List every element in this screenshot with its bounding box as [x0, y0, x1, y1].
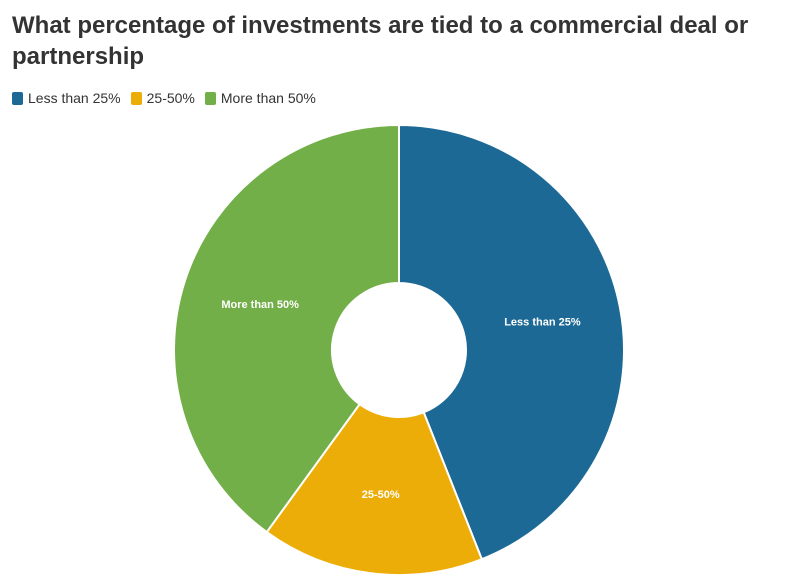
- legend-label-less-than-25: Less than 25%: [28, 90, 121, 106]
- legend-item-25-50[interactable]: 25-50%: [130, 90, 195, 106]
- slice-label-less-than-25: Less than 25%: [504, 317, 581, 329]
- slice-label-25-50: 25-50%: [362, 489, 400, 501]
- legend: Less than 25% 25-50% More than 50%: [12, 90, 326, 106]
- donut-slice-more-than-50[interactable]: [173, 124, 400, 534]
- donut-slice-less-than-25[interactable]: [398, 124, 625, 561]
- donut-slice-labels: Less than 25% 25-50% More than 50%: [221, 299, 581, 501]
- slice-label-more-than-50: More than 50%: [221, 299, 299, 311]
- donut-slices: [173, 124, 625, 575]
- legend-label-25-50: 25-50%: [146, 90, 195, 106]
- legend-swatch-25-50: [130, 91, 142, 105]
- legend-item-more-than-50[interactable]: More than 50%: [204, 90, 316, 106]
- legend-swatch-less-than-25: [12, 91, 23, 105]
- chart-title: What percentage of investments are tied …: [12, 12, 749, 70]
- donut-slice-25-50[interactable]: [265, 403, 483, 575]
- legend-label-more-than-50: More than 50%: [220, 90, 316, 106]
- legend-swatch-more-than-50: [204, 91, 216, 105]
- legend-item-less-than-25[interactable]: Less than 25%: [12, 90, 121, 106]
